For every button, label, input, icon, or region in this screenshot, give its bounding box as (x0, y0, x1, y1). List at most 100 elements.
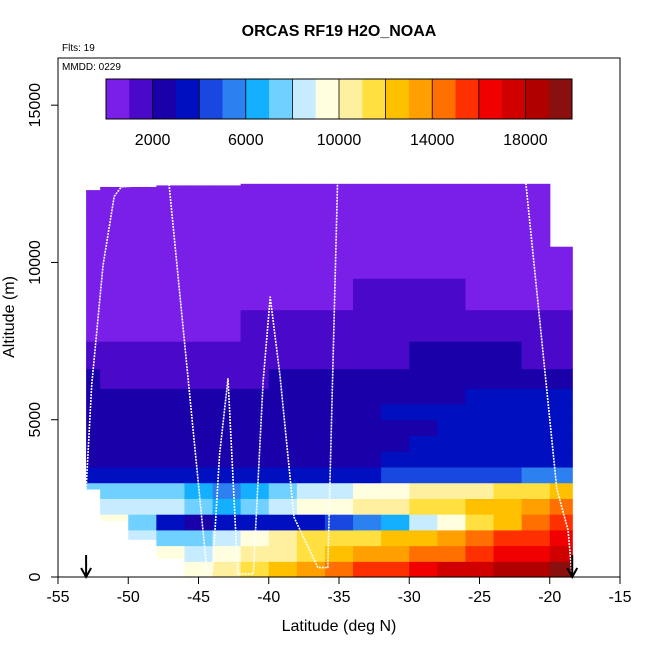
heatmap-cell (353, 529, 382, 547)
heatmap-cell (268, 514, 298, 531)
heatmap-cell (493, 215, 523, 248)
heatmap-cell (86, 246, 101, 279)
x-tick-label: -35 (327, 589, 350, 606)
heatmap-cell (212, 388, 242, 405)
heatmap-cell (381, 451, 410, 468)
heatmap-cell (465, 451, 495, 468)
heatmap-cell (437, 482, 467, 499)
heatmap-cell (86, 482, 101, 490)
heatmap-cell (521, 545, 551, 562)
heatmap-cell (549, 451, 573, 468)
heatmap-cell (437, 388, 467, 405)
heatmap-cell (212, 435, 242, 452)
heatmap-cell (324, 482, 354, 499)
heatmap-cell (409, 309, 438, 342)
heatmap-cell (100, 498, 129, 515)
heatmap-cell (128, 466, 157, 484)
colorbar-swatch (292, 79, 317, 119)
heatmap-cell (437, 466, 467, 484)
heatmap-cell (409, 466, 438, 484)
heatmap-cell (521, 498, 551, 515)
heatmap-cell (465, 561, 495, 578)
colorbar-swatch (222, 79, 247, 119)
colorbar-swatch (339, 79, 363, 119)
date-annotation: MMDD: 0229 (62, 62, 121, 73)
heatmap-cell (296, 341, 326, 370)
heatmap-cell (549, 309, 573, 342)
heatmap-cell (324, 309, 354, 342)
colorbar-swatch (199, 79, 223, 119)
heatmap-cell (493, 435, 523, 452)
heatmap-cell (128, 529, 157, 540)
heatmap-cell (156, 466, 186, 484)
y-axis-label: Altitude (m) (1, 276, 18, 358)
colorbar-swatch (362, 79, 387, 119)
heatmap-cell (128, 186, 157, 216)
heatmap-cell (100, 368, 129, 389)
heatmap-cell (212, 561, 242, 578)
heatmap-cell (437, 309, 467, 342)
heatmap-cell (156, 451, 186, 468)
heatmap-cell (184, 514, 214, 531)
heatmap-cell (465, 368, 495, 389)
heatmap-cell (86, 404, 101, 421)
heatmap-cell (549, 404, 573, 421)
heatmap-cell (156, 435, 186, 452)
heatmap-cell (296, 529, 326, 547)
heatmap-cell (409, 388, 438, 405)
heatmap-cell (465, 419, 495, 437)
heatmap-cell (100, 341, 129, 370)
heatmap-cell (437, 419, 467, 437)
colorbar: 2000 6000 10000 14000 18000 (105, 78, 573, 149)
heatmap-cell (296, 404, 326, 421)
heatmap-cell (409, 561, 438, 578)
heatmap-cell (381, 498, 410, 515)
heatmap-cell (212, 545, 242, 562)
heatmap-cell (156, 404, 186, 421)
heatmap-cell (381, 482, 410, 499)
heatmap-cell (353, 309, 382, 342)
heatmap-cell (100, 278, 129, 311)
heatmap-cell (128, 451, 157, 468)
x-tick-label: -45 (187, 589, 210, 606)
heatmap-cell (86, 215, 101, 248)
colorbar-swatch (245, 79, 270, 119)
heatmap-cell (549, 482, 573, 499)
heatmap-cell (549, 466, 573, 484)
heatmap-cell (128, 435, 157, 452)
heatmap-cell (493, 466, 523, 484)
heatmap-cell (437, 215, 467, 248)
heatmap-cell (437, 246, 467, 279)
heatmap-cell (100, 388, 129, 405)
heatmap-cell (240, 341, 270, 370)
heatmap-cell (409, 482, 438, 499)
heatmap-cell (353, 545, 382, 562)
heatmap-cell (86, 466, 101, 484)
heatmap-cell (212, 278, 242, 311)
heatmap-cell (493, 341, 523, 370)
heatmap-cell (156, 341, 186, 370)
heatmap-cell (184, 451, 214, 468)
heatmap-cell (353, 404, 382, 421)
heatmap-cell (521, 215, 551, 248)
heatmap-cell (381, 278, 410, 311)
y-tick-label: 15000 (27, 83, 44, 128)
heatmap-cell (521, 529, 551, 547)
heatmap-cell (268, 451, 298, 468)
heatmap-cell (521, 388, 551, 405)
x-tick-label: -30 (398, 589, 421, 606)
heatmap-cell (493, 419, 523, 437)
heatmap-cell (465, 435, 495, 452)
heatmap-cell (268, 435, 298, 452)
heatmap-cell (100, 404, 129, 421)
colorbar-tick-label: 14000 (410, 132, 455, 149)
heatmap-cell (324, 183, 354, 216)
heatmap-cell (240, 529, 270, 547)
heatmap-cell (212, 529, 242, 547)
heatmap-cell (156, 215, 186, 248)
heatmap-cell (240, 435, 270, 452)
heatmap-cell (240, 309, 270, 342)
heatmap-cell (296, 246, 326, 279)
y-tick-label: 0 (27, 572, 44, 581)
